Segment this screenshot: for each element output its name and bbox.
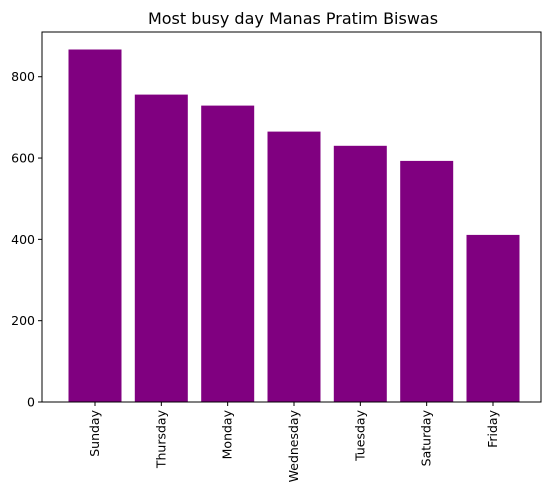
bar-tuesday xyxy=(333,145,387,403)
y-tick-label: 800 xyxy=(11,69,35,84)
y-tick-label: 400 xyxy=(11,232,35,247)
x-tick-label: Monday xyxy=(220,409,235,459)
bar-thursday xyxy=(134,94,188,402)
bar-sunday xyxy=(68,49,122,402)
x-tick-label: Wednesday xyxy=(286,409,301,482)
bar-monday xyxy=(201,105,255,402)
bar-wednesday xyxy=(267,131,321,402)
x-tick-label: Saturday xyxy=(419,409,434,466)
bar-saturday xyxy=(400,160,454,402)
x-tick-label: Friday xyxy=(485,409,500,447)
x-tick-label: Tuesday xyxy=(352,409,367,461)
y-tick-label: 600 xyxy=(11,151,35,166)
y-axis: 0 200 400 600 800 xyxy=(11,69,42,410)
chart-title: Most busy day Manas Pratim Biswas xyxy=(148,9,438,28)
plot-frame xyxy=(41,31,542,403)
y-tick-label: 0 xyxy=(27,395,35,410)
bars-group xyxy=(68,49,520,403)
y-tick-label: 200 xyxy=(11,313,35,328)
x-axis: Sunday Thursday Monday Wednesday Tuesday Satu… xyxy=(87,402,500,482)
x-tick-label: Thursday xyxy=(153,409,168,469)
bar-friday xyxy=(466,234,520,402)
x-tick-label: Sunday xyxy=(87,409,102,456)
